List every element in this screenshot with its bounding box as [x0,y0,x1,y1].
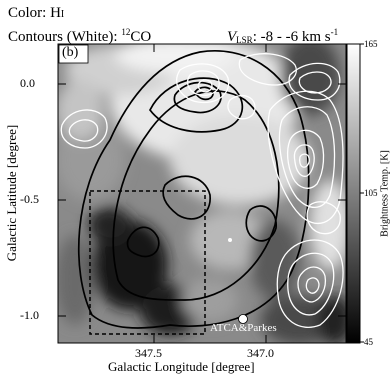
x-tick-label: 347.5 [135,346,162,360]
header-vlsr-range: : -8 - -6 km s [252,29,331,45]
header-contours-species: CO [130,29,152,45]
position-marker-small [228,238,232,242]
header-color-prefix: Color: H [8,5,61,21]
colorbar-tick-label: 165 [364,39,378,49]
axis-ticks [58,44,346,343]
co-contours-white [60,53,344,328]
x-tick-label: 347.0 [247,346,274,360]
region-box-dashed [89,190,206,335]
telescope-label: ATCA&Parkes [210,322,277,334]
header-vlsr-exp: -1 [330,27,339,37]
header-vlsr-symbol: V [227,29,237,45]
header-contours-mass: 12 [121,27,131,37]
colorbar [346,43,361,344]
plot-frame [57,43,347,344]
y-tick-label: 0.0 [20,76,35,90]
y-tick-label: -0.5 [20,192,39,206]
header-vlsr-sub: LSR [236,35,253,45]
colorbar-tick-label: 105 [364,188,378,198]
colorbar-title: Brightness Temp. [K] [379,150,390,237]
position-marker [238,314,248,324]
panel-label: (b) [62,45,79,60]
colorbar-tick-label: 45 [364,337,373,347]
header-contours-prefix: Contours (White): [8,29,122,45]
y-axis-label: Galactic Latitude [degree] [4,124,19,262]
y-tick-label: -1.0 [20,308,39,322]
header-color-line: Color: HI [8,5,64,23]
header-vlsr: VLSR: -8 - -6 km s-1 [227,24,338,49]
header-contours-line: Contours (White): 12CO [8,24,151,46]
colorbar-ticks [360,43,364,343]
header-color-suffix: I [60,9,65,20]
panel-label-box [58,44,89,64]
x-axis-label: Galactic Longitude [degree] [108,359,255,374]
